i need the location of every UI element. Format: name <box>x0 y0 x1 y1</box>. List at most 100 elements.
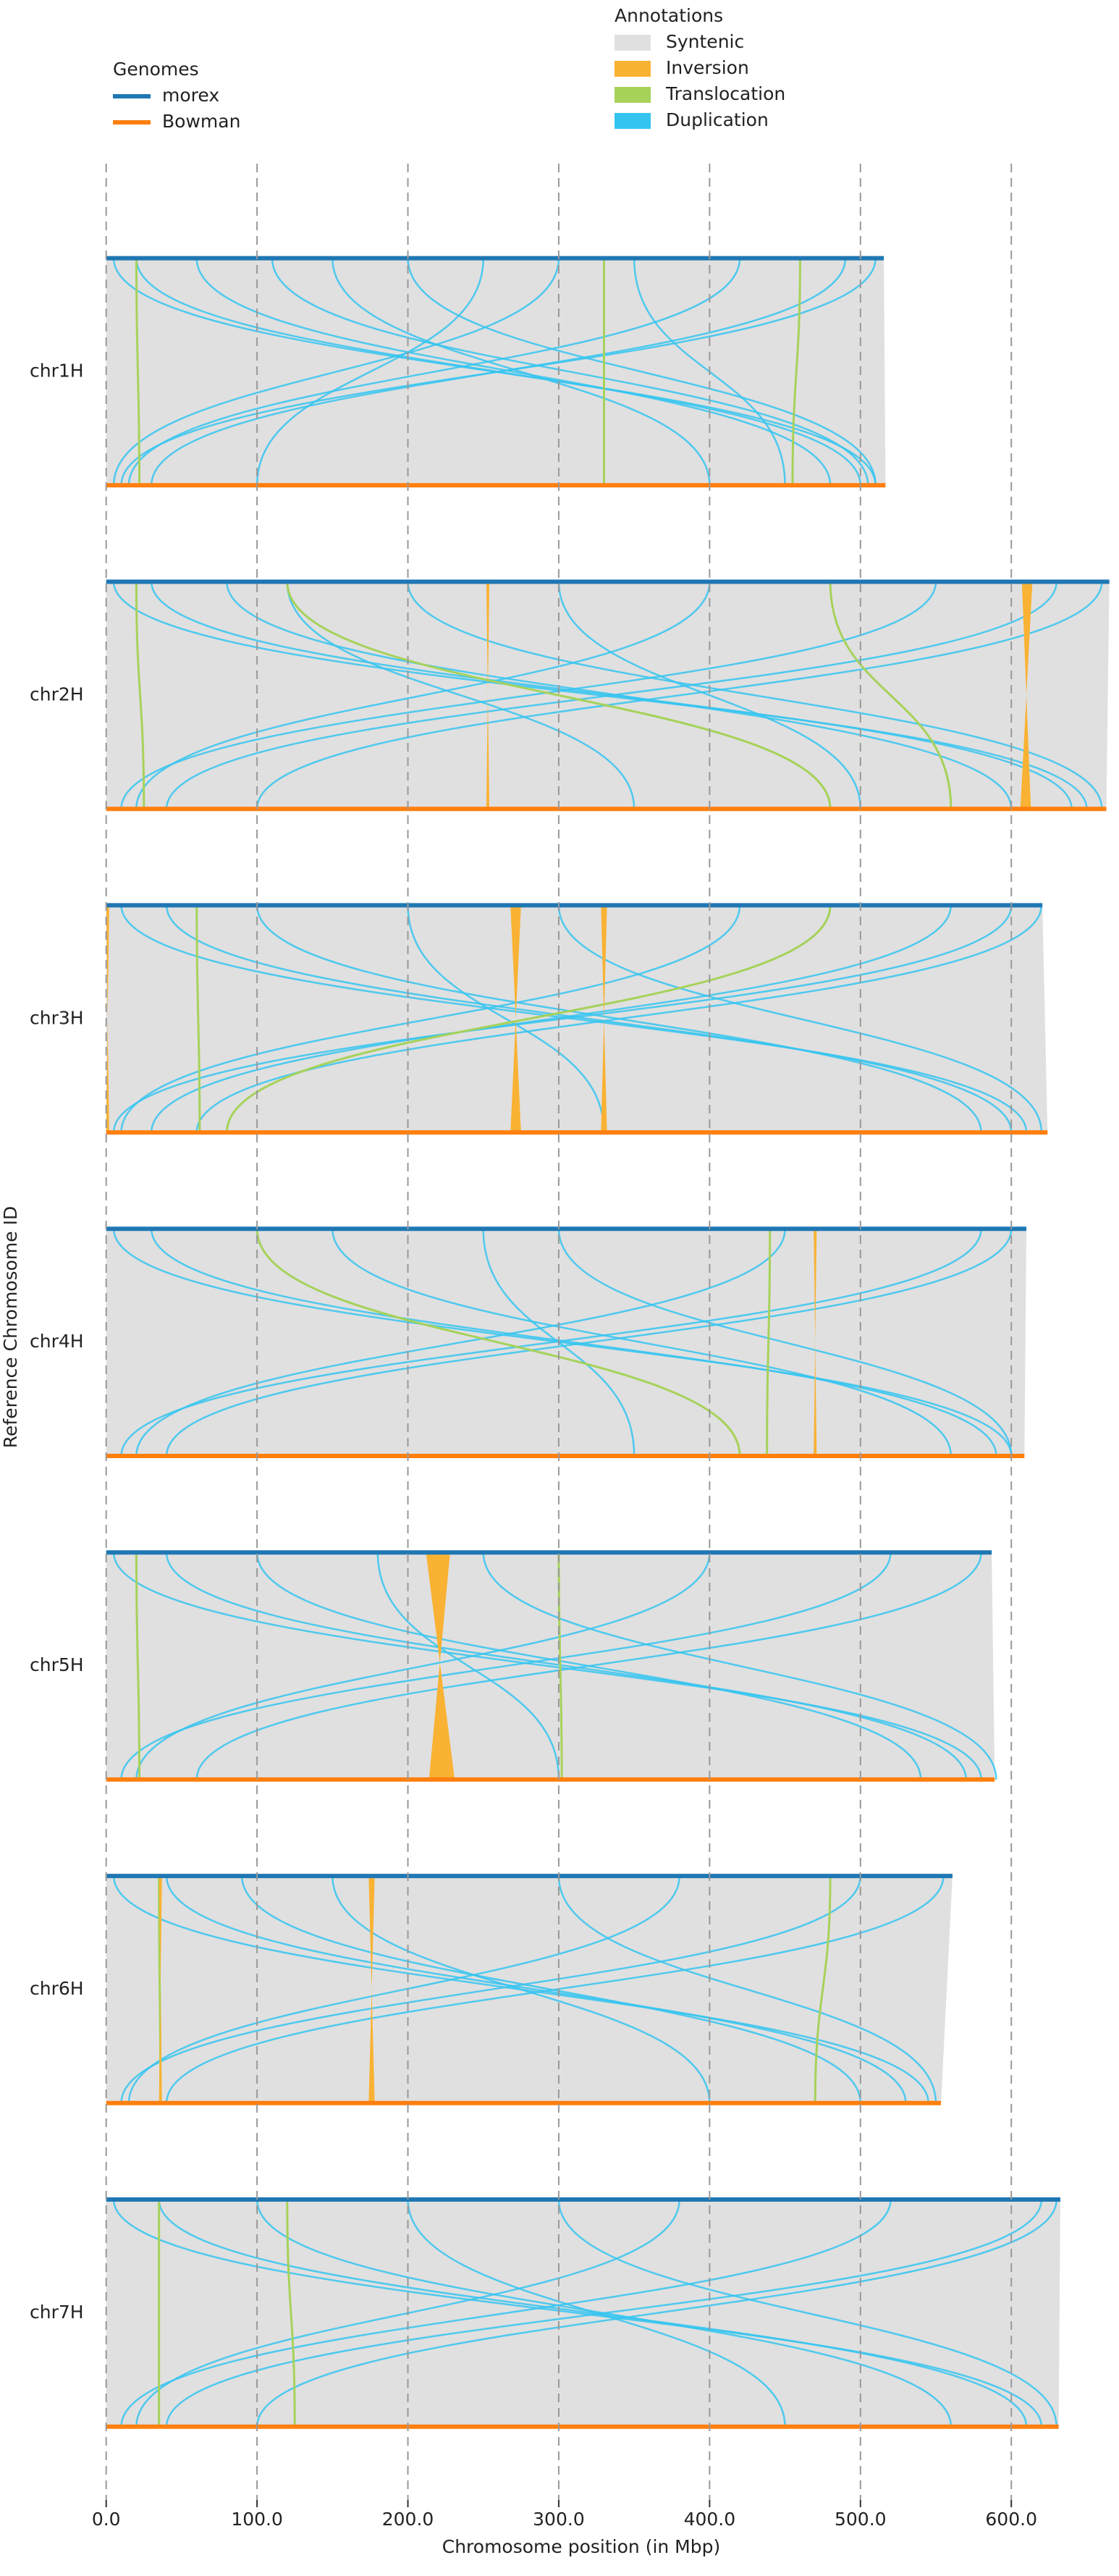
duplication-link <box>165 1552 967 1780</box>
duplication-link <box>376 1552 560 1780</box>
duplication-link <box>332 1876 711 2103</box>
chromosome-row <box>106 2197 1060 2429</box>
duplication-link <box>120 905 741 1133</box>
duplication-link <box>112 905 1013 1133</box>
y-tick-label: chr7H <box>30 2302 84 2323</box>
y-tick-label: chr1H <box>30 360 84 381</box>
inversion-region <box>368 1876 375 2103</box>
inversion-region <box>426 1552 455 1780</box>
inversion-region <box>106 905 109 1133</box>
y-tick-label: chr5H <box>30 1654 84 1675</box>
y-tick-label: chr6H <box>30 1978 84 1999</box>
duplication-link <box>557 1229 1013 1457</box>
inversion-region <box>601 905 607 1133</box>
duplication-link <box>195 1552 982 1780</box>
inversion-region <box>486 581 490 809</box>
legend-label: Inversion <box>666 57 749 78</box>
syntenic-area <box>106 1876 953 2103</box>
chromosome-row <box>106 1226 1027 1458</box>
legend-label: Duplication <box>666 109 769 130</box>
duplication-link <box>112 2199 1043 2427</box>
translocation-link <box>286 581 832 809</box>
chromosome-row <box>106 579 1110 812</box>
duplication-link <box>332 258 711 486</box>
duplication-link <box>256 258 484 486</box>
duplication-link <box>332 1229 953 1457</box>
inversion-region <box>1020 581 1033 809</box>
translocation-link <box>135 1552 141 1780</box>
translocation-link <box>225 905 832 1133</box>
annotations-title: Annotations <box>615 5 723 26</box>
chromosome-row <box>106 903 1048 1135</box>
duplication-link <box>557 2199 1057 2427</box>
duplication-link <box>407 905 605 1133</box>
x-tick-label: 100.0 <box>231 2509 283 2530</box>
duplication-link <box>120 1876 862 2103</box>
legend-patch <box>615 61 651 77</box>
inversion-region <box>814 1229 817 1456</box>
inversion-region <box>159 1876 162 2103</box>
translocation-link <box>135 258 141 486</box>
legend-label: Bowman <box>162 111 240 132</box>
legend-title: Genomes <box>113 59 199 80</box>
translocation-link <box>791 258 801 486</box>
translocation-link <box>195 905 201 1133</box>
duplication-link <box>165 2199 1043 2427</box>
inversion-region <box>510 905 521 1133</box>
legend-label: Translocation <box>665 83 785 104</box>
x-tick-label: 200.0 <box>382 2509 434 2530</box>
chromosome-row <box>106 1874 953 2105</box>
x-tick-label: 0.0 <box>92 2509 121 2530</box>
translocation-link <box>286 2199 296 2427</box>
duplication-link <box>195 905 1043 1133</box>
duplication-link <box>150 1229 997 1457</box>
legend-patch <box>615 87 651 103</box>
duplication-link <box>557 1876 937 2103</box>
duplication-link <box>165 581 1057 809</box>
y-axis-label: Reference Chromosome ID <box>0 1206 21 1448</box>
x-tick-label: 300.0 <box>533 2509 585 2530</box>
x-tick-label: 600.0 <box>985 2509 1037 2530</box>
y-tick-label: chr3H <box>30 1007 84 1028</box>
x-axis-label: Chromosome position (in Mbp) <box>442 2536 721 2557</box>
duplication-link <box>165 1876 907 2103</box>
duplication-link <box>271 258 869 486</box>
duplication-link <box>407 2199 786 2427</box>
y-tick-label: chr4H <box>30 1331 84 1352</box>
duplication-link <box>256 2199 1057 2427</box>
duplication-link <box>135 1229 786 1457</box>
legend-patch <box>615 113 651 129</box>
duplication-link <box>135 1552 711 1780</box>
legend-label: morex <box>162 85 219 106</box>
duplication-link <box>165 905 1013 1133</box>
translocation-link <box>766 1229 772 1457</box>
duplication-link <box>226 581 1013 809</box>
duplication-link <box>112 1552 982 1780</box>
duplication-link <box>165 1229 1013 1457</box>
chromosome-row <box>106 256 886 488</box>
duplication-link <box>557 905 1043 1133</box>
grid <box>105 164 1013 2500</box>
duplication-link <box>256 581 1103 809</box>
duplication-link <box>158 2199 1028 2427</box>
x-tick-label: 400.0 <box>684 2509 736 2530</box>
duplication-link <box>112 1229 1013 1457</box>
duplication-link <box>165 1876 945 2103</box>
translocation-link <box>135 581 145 809</box>
duplication-link <box>120 581 937 809</box>
duplication-link <box>407 581 1103 809</box>
translocation-link <box>256 1229 741 1457</box>
duplication-link <box>407 258 877 486</box>
duplication-link <box>120 258 877 486</box>
translocation-link <box>829 581 953 809</box>
duplication-link <box>286 581 635 809</box>
duplication-link <box>120 1552 892 1780</box>
chromosome-row <box>106 1550 997 1782</box>
legend-patch <box>615 35 651 51</box>
duplication-link <box>120 905 1028 1133</box>
duplication-link <box>557 581 862 809</box>
duplication-link <box>120 2199 892 2427</box>
duplication-link <box>482 1552 997 1780</box>
legend-label: Syntenic <box>666 31 744 52</box>
